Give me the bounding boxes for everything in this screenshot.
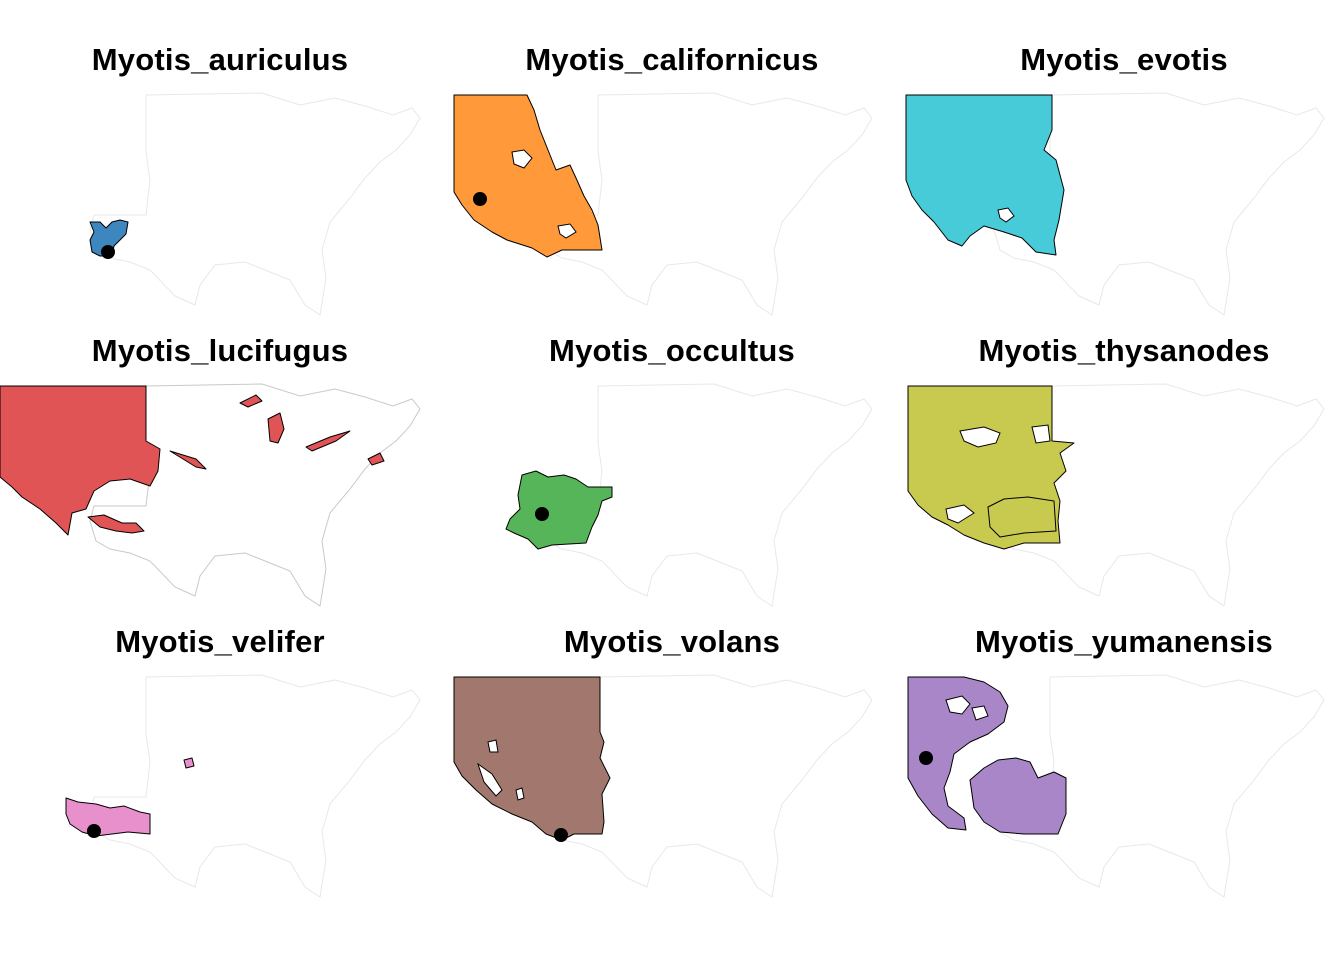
- range-hole: [945, 695, 971, 715]
- occurrence-point: [101, 245, 115, 259]
- range-polygon: [367, 452, 385, 466]
- range-polygon: [505, 470, 613, 550]
- range-hole: [971, 705, 989, 721]
- range-polygon: [987, 496, 1057, 538]
- range-polygon: [65, 797, 151, 837]
- range-polygon: [905, 94, 1065, 256]
- occurrence-point: [535, 507, 549, 521]
- occurrence-point: [473, 192, 487, 206]
- range-polygon: [89, 219, 129, 257]
- range-map: [907, 674, 1325, 898]
- panel-title: Myotis_volans: [563, 624, 781, 659]
- panel-title: Myotis_velifer: [115, 624, 325, 659]
- species-range: [907, 676, 1067, 835]
- panel-title: Myotis_thysanodes: [978, 333, 1270, 368]
- range-map: [65, 674, 421, 898]
- range-polygon: [453, 94, 603, 258]
- occurrence-point: [919, 751, 933, 765]
- map-panel-thysanodes: Myotis_thysanodes: [904, 291, 1344, 607]
- usa-basemap: [89, 674, 421, 898]
- occurrence-point: [554, 828, 568, 842]
- range-hole: [1031, 424, 1051, 444]
- map-panel-evotis: Myotis_evotis: [904, 0, 1344, 316]
- range-map: [505, 383, 873, 607]
- species-range: [453, 676, 611, 841]
- species-range: [505, 470, 613, 550]
- range-map: [905, 92, 1325, 316]
- panel-title: Myotis_occultus: [549, 333, 795, 368]
- range-hole: [959, 426, 1001, 448]
- panel-title: Myotis_lucifugus: [91, 333, 349, 368]
- range-map: [907, 383, 1325, 607]
- range-hole: [477, 762, 503, 797]
- range-map: [453, 674, 873, 898]
- species-range: [89, 219, 129, 257]
- range-polygon: [267, 412, 285, 444]
- range-polygon: [453, 676, 611, 841]
- range-polygon: [0, 385, 161, 536]
- species-range: [907, 385, 1075, 550]
- range-polygon: [87, 514, 145, 534]
- range-map: [453, 92, 873, 316]
- panel-title: Myotis_auriculus: [91, 42, 349, 77]
- panel-title: Myotis_yumanensis: [974, 624, 1273, 659]
- range-map: [89, 92, 421, 316]
- range-polygon: [239, 394, 263, 408]
- panel-title: Myotis_evotis: [1020, 42, 1228, 77]
- map-panel-yumanensis: Myotis_yumanensis: [904, 582, 1344, 898]
- map-panel-velifer: Myotis_velifer: [0, 582, 452, 898]
- range-polygon: [183, 757, 195, 769]
- range-polygon: [305, 430, 351, 452]
- map-panel-occultus: Myotis_occultus: [452, 291, 904, 607]
- range-polygon: [969, 757, 1067, 835]
- occurrence-point: [87, 824, 101, 838]
- map-panel-volans: Myotis_volans: [452, 582, 904, 898]
- range-polygon: [169, 450, 207, 470]
- species-range: [0, 385, 385, 536]
- range-hole: [557, 223, 577, 239]
- species-range: [905, 94, 1065, 256]
- species-range: [65, 757, 195, 837]
- usa-basemap: [541, 92, 873, 316]
- range-hole: [997, 207, 1015, 223]
- range-hole: [515, 787, 525, 801]
- range-hole: [511, 149, 533, 169]
- panel-title: Myotis_californicus: [525, 42, 819, 77]
- map-panel-lucifugus: Myotis_lucifugus: [0, 291, 452, 607]
- usa-basemap: [89, 92, 421, 316]
- species-range: [453, 94, 603, 258]
- usa-basemap: [993, 92, 1325, 316]
- range-hole: [487, 739, 499, 753]
- map-panel-californicus: Myotis_californicus: [452, 0, 904, 316]
- map-panel-auriculus: Myotis_auriculus: [0, 0, 452, 316]
- range-hole: [945, 504, 975, 524]
- range-map: [0, 383, 421, 607]
